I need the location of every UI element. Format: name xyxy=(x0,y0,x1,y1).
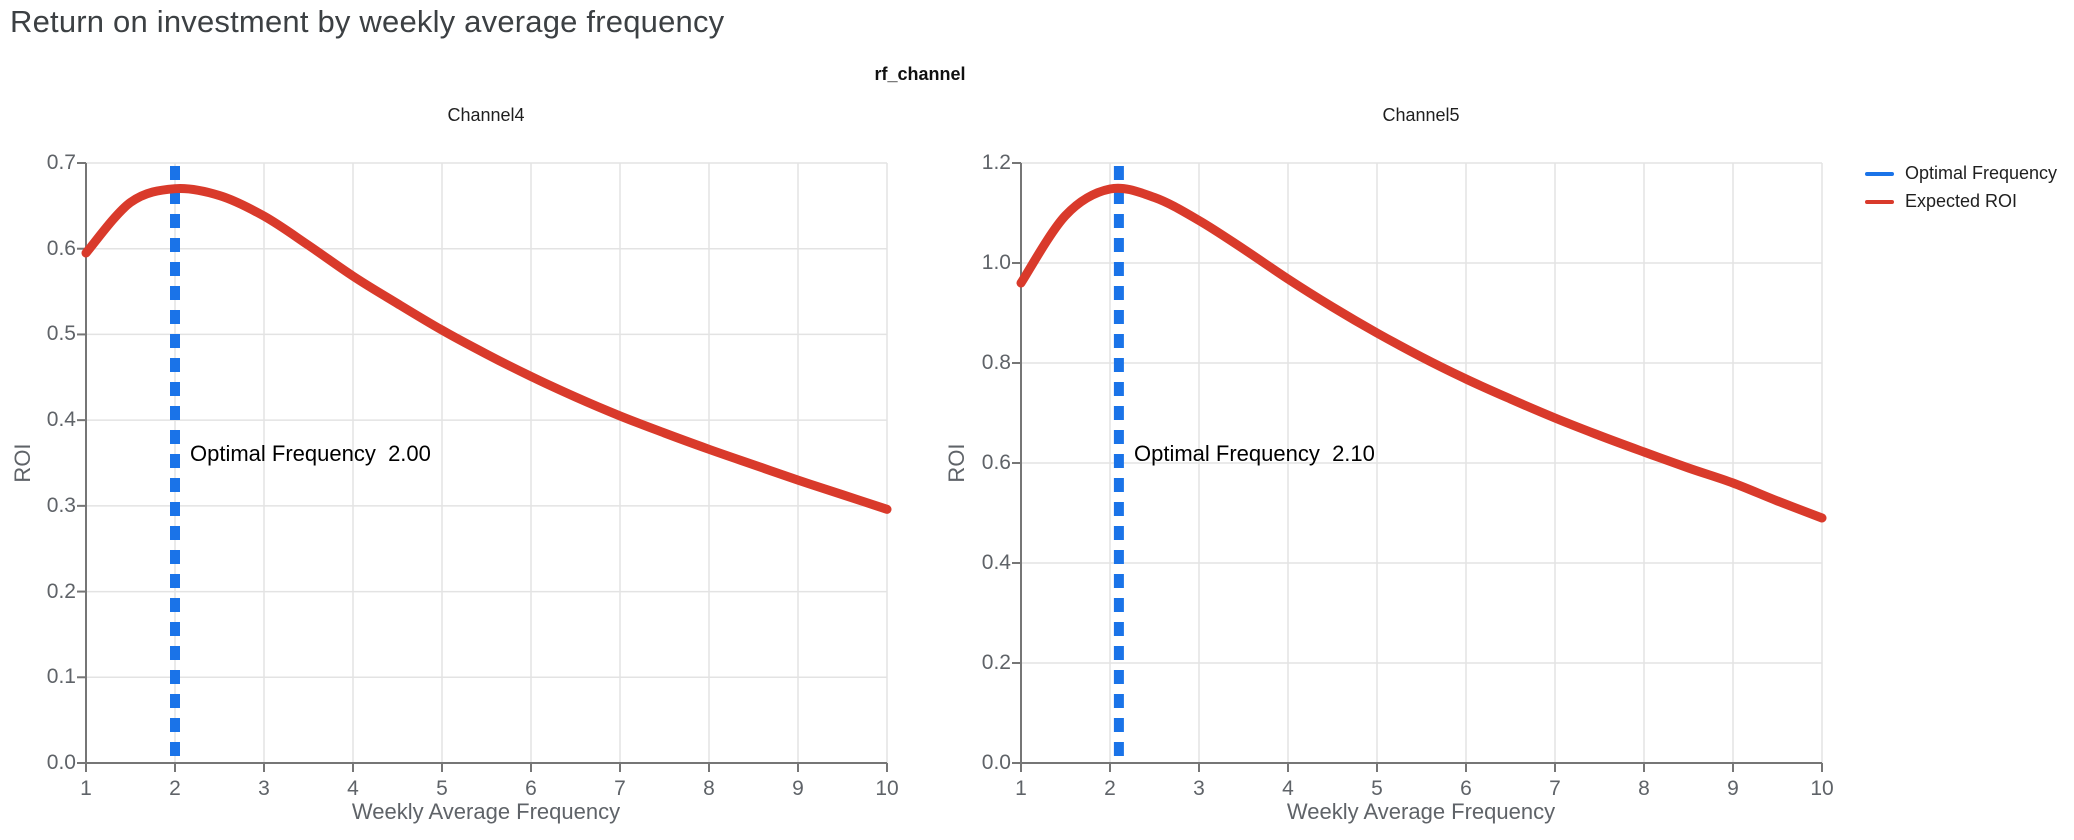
x-tick-label: 10 xyxy=(1810,777,1834,800)
y-axis-label-channel5: ROI xyxy=(944,443,969,483)
y-tick-label: 0.4 xyxy=(46,408,76,432)
x-tick-label: 4 xyxy=(347,777,359,800)
x-tick-label: 6 xyxy=(1460,777,1472,800)
legend-item: Expected ROI xyxy=(1865,189,2057,214)
legend-item: Optimal Frequency xyxy=(1865,161,2057,186)
x-tick-label: 3 xyxy=(258,777,270,800)
y-tick-label: 1.2 xyxy=(981,151,1011,174)
channel4-plot xyxy=(77,162,892,772)
chart-title-channel4: Channel4 xyxy=(447,105,525,125)
legend-line-icon xyxy=(1865,171,1894,176)
y-tick-label: 0.4 xyxy=(981,551,1011,574)
y-tick-label: 0.3 xyxy=(46,493,76,517)
x-tick-label: 10 xyxy=(875,777,899,800)
y-tick-label: 1.0 xyxy=(981,251,1011,274)
y-tick-label: 0.7 xyxy=(46,151,76,174)
chart-title-channel5: Channel5 xyxy=(1382,105,1460,125)
x-axis-label-channel5: Weekly Average Frequency xyxy=(1286,799,1556,824)
y-axis-label-channel4: ROI xyxy=(10,443,35,483)
x-tick-label: 2 xyxy=(1104,777,1116,800)
x-tick-label: 7 xyxy=(1549,777,1561,800)
y-tick-label: 0.0 xyxy=(981,751,1011,774)
x-axis-label-channel4: Weekly Average Frequency xyxy=(351,799,621,824)
x-tick-label: 8 xyxy=(703,777,715,800)
legend-line-icon xyxy=(1865,199,1894,204)
expected-roi-curve xyxy=(81,183,892,514)
x-tick-label: 9 xyxy=(792,777,804,800)
y-tick-label: 0.8 xyxy=(981,351,1011,374)
x-tick-label: 1 xyxy=(1015,777,1027,800)
y-tick-label: 0.5 xyxy=(46,322,76,346)
y-tick-label: 0.6 xyxy=(46,236,76,260)
figure-title: rf_channel xyxy=(874,64,966,84)
legend: Optimal Frequency Expected ROI xyxy=(1865,161,2057,214)
page-title: Return on investment by weekly average f… xyxy=(10,4,725,39)
channel5-plot xyxy=(1012,162,1827,772)
y-tick-label: 0.0 xyxy=(46,751,76,774)
x-tick-label: 2 xyxy=(169,777,181,800)
x-tick-label: 7 xyxy=(614,777,626,800)
y-tick-label: 0.2 xyxy=(981,651,1011,674)
legend-label: Optimal Frequency xyxy=(1905,163,2058,183)
y-tick-label: 0.6 xyxy=(981,451,1011,474)
expected-roi-curve xyxy=(1016,183,1827,523)
y-tick-label: 0.1 xyxy=(46,665,76,689)
y-tick-label: 0.2 xyxy=(46,579,76,603)
x-tick-label: 9 xyxy=(1727,777,1739,800)
x-tick-label: 4 xyxy=(1282,777,1294,800)
x-tick-label: 5 xyxy=(436,777,448,800)
x-tick-label: 5 xyxy=(1371,777,1383,800)
x-tick-label: 6 xyxy=(525,777,537,800)
legend-label: Expected ROI xyxy=(1905,191,2018,211)
x-tick-label: 8 xyxy=(1638,777,1650,800)
optimal-frequency-annotation-channel4: Optimal Frequency 2.00 xyxy=(190,441,431,466)
x-tick-label: 3 xyxy=(1193,777,1205,800)
x-tick-label: 1 xyxy=(80,777,92,800)
optimal-frequency-annotation-channel5: Optimal Frequency 2.10 xyxy=(1134,441,1375,466)
